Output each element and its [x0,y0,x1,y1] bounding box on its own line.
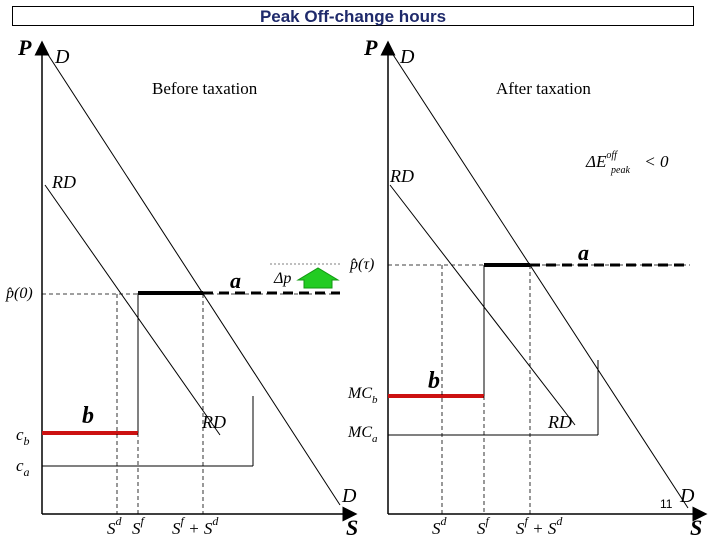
left-demand-bottom-label: D [341,485,357,507]
right-alpha-label: a [578,240,589,265]
title-bar: Peak Off-change hours [12,6,694,26]
left-tick-sd: Sd [107,514,123,538]
right-axis-y-label: P [363,35,378,60]
right-tick-sf: Sf [477,514,491,538]
left-rd-bottom-label: RD [201,412,226,432]
left-price-label: p̂(0) [5,285,33,302]
left-rd-top-label: RD [51,172,76,192]
left-rd-line [44,184,221,436]
right-heading: After taxation [496,79,591,98]
left-delta-p-label: Δp [273,270,291,287]
left-heading: Before taxation [152,79,258,98]
right-price-label: p̂(τ) [349,256,374,273]
right-rd-top-label: RD [389,166,414,186]
right-axis-x-label: S [690,515,702,540]
slide-title: Peak Off-change hours [259,7,447,26]
right-demand-line [389,49,689,509]
right-tick-sd: Sd [432,514,448,538]
right-panel: After taxation P S D D RD RD a b p̂(τ) M… [347,35,708,540]
left-panel: Before taxation P S D D RD RD a b p̂(0) … [5,35,358,540]
right-rd-bottom-label: RD [547,412,572,432]
left-axis-x-label: S [346,515,358,540]
left-alpha-label: a [230,268,241,293]
right-rd-line [389,184,576,426]
left-demand-line [44,49,341,506]
left-axis-y-label: P [17,35,32,60]
page-number: 11 [660,497,673,511]
right-mcb-label: MCb [347,385,378,406]
left-tick-sf: Sf [132,514,146,538]
left-tick-sum: Sf + Sd [172,514,219,538]
right-tick-sum: Sf + Sd [516,514,563,538]
delta-p-up-arrow-icon [296,267,340,289]
right-mca-label: MCa [347,424,378,445]
right-b-label: b [428,368,440,394]
left-ca-label: ca [16,456,30,479]
left-cb-label: cb [16,425,30,448]
left-b-label: b [82,403,94,429]
right-demand-bottom-label: D [679,485,695,507]
left-demand-top-label: D [54,46,70,68]
right-demand-top-label: D [399,46,415,68]
right-delta-e-label: ΔEoff peak < 0 [585,150,669,176]
